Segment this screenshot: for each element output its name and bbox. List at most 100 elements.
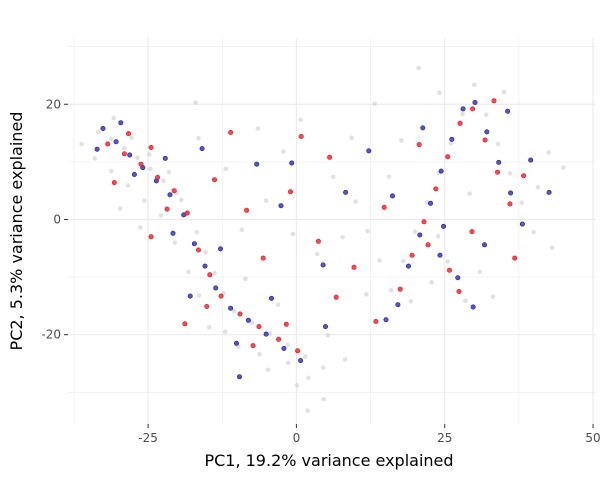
data-point <box>260 255 266 261</box>
data-point <box>148 166 153 172</box>
data-point <box>164 206 170 212</box>
data-point <box>126 131 132 137</box>
data-point <box>147 152 152 157</box>
data-point <box>223 166 229 172</box>
data-point <box>460 106 466 112</box>
data-point <box>206 324 212 330</box>
data-point <box>202 263 208 269</box>
data-point <box>167 192 173 198</box>
data-point <box>496 159 502 165</box>
x-tick-label: 25 <box>437 431 452 445</box>
data-point <box>196 135 201 141</box>
data-point <box>494 169 500 175</box>
data-point <box>372 101 378 106</box>
data-point <box>449 136 455 142</box>
data-point <box>412 229 418 234</box>
data-point <box>203 250 208 255</box>
data-point <box>182 321 188 327</box>
data-point <box>158 213 164 218</box>
data-point <box>213 285 219 291</box>
data-point <box>349 135 354 140</box>
data-point <box>94 146 100 152</box>
data-point <box>512 255 518 261</box>
data-point <box>287 189 293 195</box>
data-point <box>320 365 326 370</box>
data-point <box>278 203 284 209</box>
point-group-0 <box>79 65 566 414</box>
data-point <box>162 155 168 161</box>
data-point <box>445 259 451 264</box>
data-point <box>535 184 541 190</box>
data-point <box>111 180 117 186</box>
data-point <box>320 262 326 268</box>
x-tick-label: 50 <box>585 431 600 445</box>
x-axis-title: PC1, 19.2% variance explained <box>204 451 453 470</box>
x-tick-label: -25 <box>138 431 158 445</box>
point-group-2 <box>105 98 527 354</box>
data-point <box>435 233 441 239</box>
data-point <box>364 292 369 297</box>
data-point <box>254 161 260 167</box>
data-point <box>386 174 392 180</box>
data-point <box>285 360 291 366</box>
data-point <box>199 146 205 152</box>
data-point <box>467 191 472 196</box>
data-point <box>351 264 357 270</box>
data-point <box>285 342 290 348</box>
grid-lines <box>68 38 596 424</box>
data-point <box>400 258 406 264</box>
data-point <box>257 352 262 357</box>
data-point <box>283 321 289 327</box>
data-point <box>245 317 251 323</box>
data-point <box>469 229 475 235</box>
data-point <box>395 302 401 308</box>
data-point <box>212 177 218 183</box>
axis-ticks: -25 0 25 50 -20 0 20 <box>41 97 600 445</box>
data-point <box>193 100 198 105</box>
data-point <box>289 160 295 166</box>
data-point <box>481 242 487 248</box>
data-point <box>340 235 346 240</box>
data-point <box>265 367 271 373</box>
data-point <box>409 252 415 258</box>
data-point <box>187 293 193 299</box>
data-point <box>237 311 243 317</box>
data-point <box>295 348 301 354</box>
data-point <box>249 320 255 325</box>
data-point <box>250 343 256 349</box>
data-points <box>79 65 566 414</box>
data-point <box>429 280 435 285</box>
data-point <box>490 294 496 300</box>
data-point <box>397 286 403 292</box>
data-point <box>353 199 359 204</box>
data-point <box>171 188 177 194</box>
data-point <box>96 129 101 135</box>
data-point <box>255 126 261 131</box>
data-point <box>138 225 143 230</box>
data-point <box>148 234 154 240</box>
data-point <box>448 141 454 146</box>
data-point <box>327 154 333 160</box>
data-point <box>281 345 287 351</box>
data-point <box>268 295 274 301</box>
data-point <box>531 229 536 235</box>
data-point <box>333 294 339 300</box>
data-point <box>127 152 133 158</box>
data-point <box>457 120 463 126</box>
data-point <box>521 173 527 179</box>
data-point <box>298 134 304 140</box>
data-point <box>438 168 444 174</box>
data-point <box>383 317 389 323</box>
data-point <box>161 178 166 184</box>
data-point <box>460 111 465 117</box>
data-point <box>267 331 273 336</box>
data-point <box>166 169 172 175</box>
data-point <box>276 336 282 342</box>
data-point <box>117 206 123 211</box>
data-point <box>100 126 106 132</box>
data-point <box>408 299 414 304</box>
data-point <box>275 302 281 308</box>
data-point <box>470 304 476 310</box>
data-point <box>243 276 248 282</box>
data-point <box>228 130 234 136</box>
